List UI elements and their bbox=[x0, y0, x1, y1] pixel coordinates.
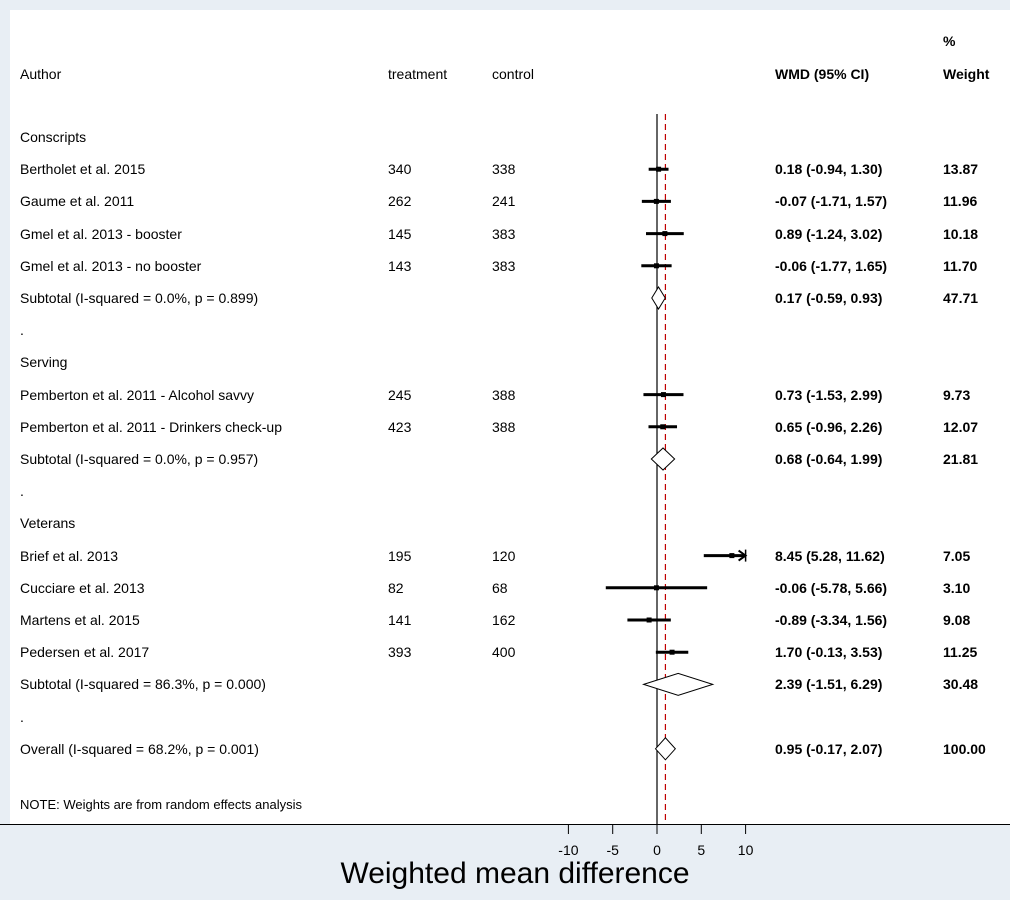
point-estimate bbox=[669, 649, 675, 655]
point-estimate bbox=[729, 553, 735, 559]
control-n: 388 bbox=[492, 386, 516, 403]
study-label: Gmel et al. 2013 - booster bbox=[20, 225, 182, 242]
wmd-ci-text: -0.89 (-3.34, 1.56) bbox=[775, 612, 888, 628]
point-estimate bbox=[656, 166, 662, 172]
treatment-n: 423 bbox=[388, 418, 412, 435]
spacer-dot: . bbox=[20, 322, 24, 339]
weight-value: 11.70 bbox=[943, 257, 978, 274]
treatment-n: 143 bbox=[388, 257, 412, 274]
header-control: control bbox=[492, 66, 535, 82]
header-weight-percent: % bbox=[943, 33, 956, 49]
wmd-ci-text: 8.45 (5.28, 11.62) bbox=[775, 547, 885, 564]
x-tick-label: 10 bbox=[738, 842, 754, 858]
x-tick-label: -10 bbox=[558, 842, 578, 858]
group-label: Veterans bbox=[20, 515, 76, 532]
header-wmd: WMD (95% CI) bbox=[775, 66, 870, 82]
treatment-n: 195 bbox=[388, 547, 412, 564]
x-tick-label: 0 bbox=[653, 842, 661, 858]
treatment-n: 82 bbox=[388, 579, 404, 596]
wmd-ci-text: 0.68 (-0.64, 1.99) bbox=[775, 451, 883, 467]
treatment-n: 340 bbox=[388, 161, 412, 178]
header-author: Author bbox=[20, 66, 62, 82]
wmd-ci-text: 0.17 (-0.59, 0.93) bbox=[775, 290, 883, 306]
subtotal-label: Subtotal (I-squared = 0.0%, p = 0.899) bbox=[20, 290, 259, 306]
wmd-ci-text: -0.07 (-1.71, 1.57) bbox=[775, 193, 888, 210]
weight-value: 11.25 bbox=[943, 644, 978, 661]
x-axis-line bbox=[0, 824, 1010, 825]
wmd-ci-text: 0.18 (-0.94, 1.30) bbox=[775, 161, 883, 178]
group-label: Conscripts bbox=[20, 129, 87, 145]
point-estimate bbox=[653, 585, 659, 591]
control-n: 383 bbox=[492, 225, 516, 242]
spacer-dot: . bbox=[20, 708, 24, 725]
control-n: 120 bbox=[492, 547, 516, 564]
wmd-ci-text: 0.73 (-1.53, 2.99) bbox=[775, 386, 883, 403]
study-label: Brief et al. 2013 bbox=[20, 547, 119, 564]
pooled-estimate-diamond bbox=[650, 447, 676, 471]
forest-plot-panel bbox=[10, 10, 1010, 825]
control-n: 388 bbox=[492, 418, 516, 435]
weight-value: 12.07 bbox=[943, 418, 979, 435]
weight-value: 9.08 bbox=[943, 612, 971, 628]
study-label: Pemberton et al. 2011 - Alcohol savvy bbox=[20, 386, 254, 403]
control-n: 338 bbox=[492, 161, 516, 178]
study-label: Pemberton et al. 2011 - Drinkers check-u… bbox=[20, 418, 282, 435]
study-label: Gaume et al. 2011 bbox=[20, 193, 135, 210]
treatment-n: 245 bbox=[388, 386, 412, 403]
group-label: Serving bbox=[20, 354, 68, 371]
x-tick-label: -5 bbox=[606, 842, 619, 858]
pooled-estimate-diamond bbox=[654, 737, 677, 761]
control-n: 68 bbox=[492, 579, 508, 596]
control-n: 241 bbox=[492, 193, 516, 210]
weight-value: 21.81 bbox=[943, 451, 979, 467]
wmd-ci-text: -0.06 (-1.77, 1.65) bbox=[775, 257, 888, 274]
weight-value: 10.18 bbox=[943, 225, 979, 242]
study-label: Gmel et al. 2013 - no booster bbox=[20, 257, 202, 274]
control-n: 400 bbox=[492, 644, 516, 661]
pooled-estimate-diamond bbox=[641, 672, 715, 696]
study-label: Pedersen et al. 2017 bbox=[20, 644, 150, 661]
x-axis-label: Weighted mean difference bbox=[340, 857, 690, 890]
header-weight: Weight bbox=[943, 66, 990, 82]
point-estimate bbox=[653, 198, 659, 204]
treatment-n: 393 bbox=[388, 644, 412, 661]
treatment-n: 262 bbox=[388, 193, 412, 210]
weight-value: 11.96 bbox=[943, 193, 978, 210]
weight-value: 47.71 bbox=[943, 290, 979, 306]
wmd-ci-text: 0.65 (-0.96, 2.26) bbox=[775, 418, 883, 435]
point-estimate bbox=[660, 424, 666, 430]
wmd-ci-text: -0.06 (-5.78, 5.66) bbox=[775, 579, 888, 596]
study-label: Cucciare et al. 2013 bbox=[20, 579, 145, 596]
subtotal-label: Overall (I-squared = 68.2%, p = 0.001) bbox=[20, 740, 259, 757]
footnote: NOTE: Weights are from random effects an… bbox=[20, 797, 303, 812]
wmd-ci-text: 2.39 (-1.51, 6.29) bbox=[775, 676, 883, 693]
wmd-ci-text: 1.70 (-0.13, 3.53) bbox=[775, 644, 883, 661]
control-n: 162 bbox=[492, 612, 516, 628]
weight-value: 9.73 bbox=[943, 386, 971, 403]
study-label: Martens et al. 2015 bbox=[20, 612, 140, 628]
point-estimate bbox=[660, 392, 666, 398]
treatment-n: 145 bbox=[388, 225, 412, 242]
subtotal-label: Subtotal (I-squared = 0.0%, p = 0.957) bbox=[20, 451, 259, 467]
study-label: Bertholet et al. 2015 bbox=[20, 161, 146, 178]
point-estimate bbox=[646, 617, 652, 623]
weight-value: 7.05 bbox=[943, 547, 971, 564]
weight-value: 3.10 bbox=[943, 579, 971, 596]
point-estimate bbox=[662, 231, 668, 237]
wmd-ci-text: 0.89 (-1.24, 3.02) bbox=[775, 225, 883, 242]
pooled-estimate-diamond bbox=[651, 286, 666, 310]
weight-value: 30.48 bbox=[943, 676, 979, 693]
point-estimate bbox=[653, 263, 659, 269]
weight-value: 100.00 bbox=[943, 740, 986, 757]
spacer-dot: . bbox=[20, 483, 24, 500]
x-tick-label: 5 bbox=[697, 842, 705, 858]
control-n: 383 bbox=[492, 257, 516, 274]
subtotal-label: Subtotal (I-squared = 86.3%, p = 0.000) bbox=[20, 676, 266, 693]
header-treatment: treatment bbox=[388, 66, 448, 82]
weight-value: 13.87 bbox=[943, 161, 979, 178]
treatment-n: 141 bbox=[388, 612, 412, 628]
wmd-ci-text: 0.95 (-0.17, 2.07) bbox=[775, 740, 883, 757]
